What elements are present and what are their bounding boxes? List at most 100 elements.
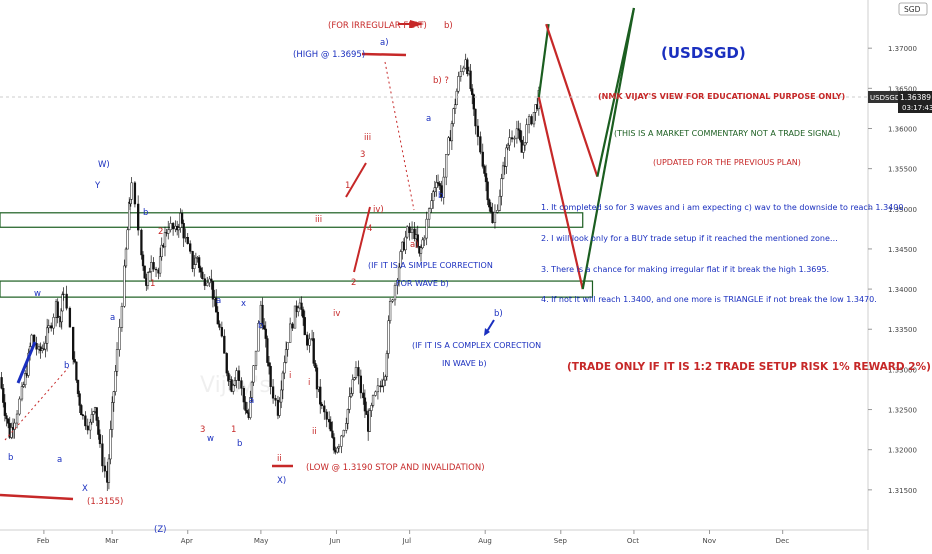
candle-body xyxy=(440,185,443,198)
y-tick-label: 1.34000 xyxy=(888,286,917,294)
wave-two: 2 xyxy=(351,278,356,288)
wave-b-bot: b) xyxy=(494,309,503,319)
candle-body xyxy=(216,311,219,325)
candle-body xyxy=(107,458,111,483)
wave-X-bot: X) xyxy=(277,476,286,486)
candle-body xyxy=(523,142,527,146)
candle-body xyxy=(388,301,392,322)
wave-i2: i xyxy=(308,378,310,388)
candle-body xyxy=(245,410,249,414)
candle-body xyxy=(365,410,368,415)
arrow-right-icon xyxy=(410,20,424,28)
candle-body xyxy=(163,232,167,248)
candle-body xyxy=(252,365,255,383)
candle-body xyxy=(483,166,486,174)
commentary-point-2: 2. I will look only for a BUY trade setu… xyxy=(541,234,838,243)
wave-a-red: a) xyxy=(410,240,419,250)
candle-body xyxy=(148,271,151,273)
candle-body xyxy=(462,67,465,72)
candle-body xyxy=(177,227,180,231)
candle-body xyxy=(5,415,8,420)
candle-body xyxy=(3,402,7,416)
candle-body xyxy=(56,301,59,318)
candle-body xyxy=(65,293,68,309)
commentary-point-3: 3. There is a chance for making irregula… xyxy=(541,265,829,274)
candle-body xyxy=(80,405,83,416)
candle-body xyxy=(109,429,112,460)
candle-body xyxy=(92,411,95,415)
candle-body xyxy=(112,391,115,403)
candle-body xyxy=(169,223,172,231)
candle-body xyxy=(126,229,129,250)
candle-body xyxy=(280,389,283,403)
candle-body xyxy=(312,338,315,364)
candle-body xyxy=(261,304,264,326)
candle-body xyxy=(244,401,247,411)
candle-body xyxy=(404,236,407,251)
candle-body xyxy=(191,251,194,269)
candle-body xyxy=(20,386,24,400)
candle-body xyxy=(123,265,126,307)
candle-body xyxy=(233,380,237,386)
y-tick-label: 1.34500 xyxy=(888,246,917,254)
wave-iv: iv xyxy=(333,309,340,319)
wave-b2: b xyxy=(143,208,148,218)
candle-body xyxy=(97,420,100,435)
candle-body xyxy=(500,178,503,197)
y-tick-label: 1.32500 xyxy=(888,407,917,415)
wave-i: i xyxy=(289,371,291,381)
candle-body xyxy=(530,116,533,125)
candle-body xyxy=(471,88,474,95)
candle-body xyxy=(303,317,306,336)
wave-b-blue: b xyxy=(438,191,443,201)
candle-body xyxy=(24,373,27,386)
candle-body xyxy=(225,353,228,374)
candle-body xyxy=(98,434,102,445)
candle-body xyxy=(73,359,76,363)
x-tick-label: May xyxy=(254,537,268,545)
candle-body xyxy=(505,147,508,167)
commentary-title: (USDSGD) xyxy=(661,44,746,62)
low-note: (LOW @ 1.3190 STOP AND INVALIDATION) xyxy=(306,463,485,473)
candle-body xyxy=(380,385,384,387)
wave-b4: b xyxy=(237,439,242,449)
candle-body xyxy=(130,182,133,200)
candle-body xyxy=(466,59,469,75)
demand-zone xyxy=(0,212,584,228)
candle-body xyxy=(320,403,323,407)
y-axis[interactable]: 1.37000 1.36500 1.36000 1.35500 1.35000 1.345… xyxy=(867,0,917,550)
candle-body xyxy=(35,343,38,350)
candle-body xyxy=(371,395,375,406)
candle-body xyxy=(442,176,445,198)
wave-b1: b xyxy=(64,361,69,371)
candle-body xyxy=(353,377,356,380)
x-tick-label: Nov xyxy=(703,537,717,545)
wave-r3: 3 xyxy=(200,425,205,435)
demand-zone xyxy=(0,280,594,298)
candle-body xyxy=(182,223,185,239)
label-b-top: b) xyxy=(444,21,453,31)
candle-body xyxy=(220,327,224,337)
candle-body xyxy=(232,384,235,392)
wave-r1c: 1 xyxy=(231,425,236,435)
commentary-line2: (THIS IS A MARKET COMMENTARY NOT A TRADE… xyxy=(614,129,840,138)
candle-body xyxy=(141,254,145,267)
candle-body xyxy=(447,137,450,155)
candle-body xyxy=(257,323,260,352)
y-tick-label: 1.36500 xyxy=(888,85,917,93)
x-axis[interactable]: Feb Mar Apr May Jun Jul Aug Sep Oct Nov Dec xyxy=(0,529,868,545)
candle-body xyxy=(340,435,343,447)
x-tick-label: Oct xyxy=(627,537,639,545)
x-tick-label: Dec xyxy=(776,537,790,545)
x-tick-label: Apr xyxy=(181,537,193,545)
candle-body xyxy=(438,183,441,186)
currency-tag: SGD xyxy=(904,5,921,14)
candle-body xyxy=(459,71,462,77)
candle-body xyxy=(223,335,226,354)
wave-x2: x xyxy=(241,299,246,309)
dotted-1 xyxy=(4,367,69,441)
wave-Z: (Z) xyxy=(154,525,166,535)
candle-body xyxy=(374,391,377,396)
candle-body xyxy=(262,325,266,330)
